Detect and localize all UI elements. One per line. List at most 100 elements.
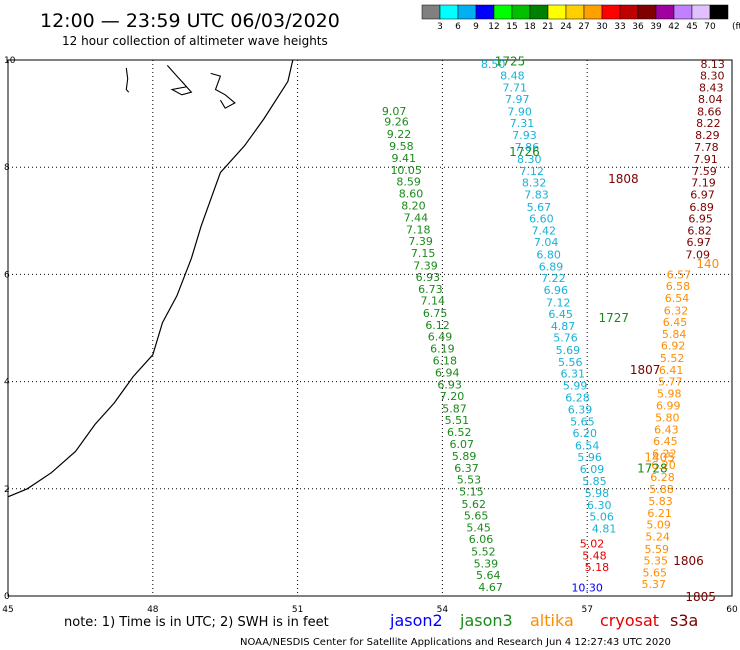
wave-height-value: 5.37 xyxy=(642,578,667,591)
color-swatch xyxy=(655,4,675,20)
wave-height-value: 5.35 xyxy=(643,555,668,568)
wave-height-value: 4.67 xyxy=(478,581,503,594)
y-tick-label: 6 xyxy=(4,270,10,280)
wave-height-value: 7.14 xyxy=(420,295,445,308)
color-scale-label: 33 xyxy=(614,22,625,32)
wave-height-value: 5.87 xyxy=(442,402,467,415)
wave-height-value: 6.80 xyxy=(536,249,561,262)
wave-height-value: 5.98 xyxy=(585,487,610,500)
wave-height-value: 7.04 xyxy=(534,236,559,249)
wave-height-value: 7.71 xyxy=(503,81,528,94)
axis-ticks: 45 48 51 54 57 60 0 2 4 6 8 10 xyxy=(2,56,738,615)
color-scale-label: 15 xyxy=(506,22,517,32)
wave-height-value: 5.65 xyxy=(464,510,489,523)
wave-height-value: 6.94 xyxy=(435,366,460,379)
wave-height-value: 6.20 xyxy=(573,427,598,440)
wave-height-value: 6.18 xyxy=(433,355,458,368)
legend-entry: cryosat xyxy=(600,611,659,630)
wave-height-value: 7.91 xyxy=(693,153,718,166)
wave-height-value: 6.89 xyxy=(539,260,564,273)
wave-height-value: 6.82 xyxy=(687,224,712,237)
wave-height-value: 6.43 xyxy=(654,423,679,436)
wave-height-value: 7.12 xyxy=(519,165,544,178)
wave-height-value: 4.87 xyxy=(551,320,576,333)
wave-height-value: 5.39 xyxy=(474,557,499,570)
wave-height-value: 6.31 xyxy=(560,368,585,381)
color-scale-label: 24 xyxy=(560,22,572,32)
wave-height-value: 9.26 xyxy=(384,116,409,129)
wave-height-value: 6.21 xyxy=(647,507,672,520)
wave-height-value: 6.99 xyxy=(656,400,681,413)
wave-height-value: 6.60 xyxy=(529,213,554,226)
plot-frame xyxy=(7,59,733,597)
wave-height-value: 7.59 xyxy=(692,165,717,178)
color-swatch xyxy=(619,4,639,20)
footnote: note: 1) Time is in UTC; 2) SWH is in fe… xyxy=(64,615,329,630)
color-swatch xyxy=(709,4,729,20)
pass-label: 1807 xyxy=(630,363,661,377)
coastline-line xyxy=(7,59,294,498)
color-scale-label: 9 xyxy=(473,22,479,32)
wave-height-value: 6.19 xyxy=(430,342,455,355)
pass-label: 1806 xyxy=(673,554,704,568)
coastline xyxy=(7,59,294,498)
wave-height-value: 8.48 xyxy=(500,70,525,83)
wave-height-value: 9.22 xyxy=(387,128,412,141)
wave-height-value: 7.31 xyxy=(510,117,535,130)
wave-height-value: 5.62 xyxy=(462,498,487,511)
wave-height-value: 7.19 xyxy=(691,177,716,190)
satellite-legend: jason2 jason3 altika cryosat s3a xyxy=(389,611,698,630)
wave-height-value: 5.88 xyxy=(649,483,674,496)
wave-height-value: 8.32 xyxy=(522,177,547,190)
wave-height-value: 6.97 xyxy=(686,236,711,249)
y-tick-label: 2 xyxy=(4,485,10,495)
wave-height-value: 10.05 xyxy=(390,164,422,177)
wave-height-value: 5.67 xyxy=(527,201,552,214)
wave-height-value: 9.41 xyxy=(392,152,417,165)
wave-height-value: 7.42 xyxy=(532,224,557,237)
color-scale-label: 3 xyxy=(437,22,443,32)
wave-height-value: 6.41 xyxy=(659,364,684,377)
wave-height-value: 7.83 xyxy=(524,189,549,202)
wave-height-value: 6.89 xyxy=(689,201,714,214)
wave-height-value: 7.39 xyxy=(408,235,433,248)
wave-height-value: 5.06 xyxy=(589,511,614,524)
wave-height-value: 5.52 xyxy=(660,352,685,365)
island-outline xyxy=(125,67,130,93)
y-tick-label: 0 xyxy=(4,592,10,602)
pass-label: 1726 xyxy=(509,145,540,159)
x-tick-label: 57 xyxy=(581,605,592,615)
wave-height-value: 8.50 xyxy=(481,58,506,71)
wave-height-value: 7.90 xyxy=(507,105,532,118)
wave-height-value: 6.45 xyxy=(548,308,573,321)
wave-height-value: 6.22 xyxy=(652,447,677,460)
data-points: 10.309.079.269.229.589.4110.058.598.608.… xyxy=(382,58,725,595)
wave-height-value: 6.30 xyxy=(587,499,612,512)
wave-height-value: 5.80 xyxy=(655,412,680,425)
x-tick-label: 48 xyxy=(147,605,159,615)
wave-height-value: 5.18 xyxy=(585,561,610,574)
wave-height-value: 5.84 xyxy=(662,328,687,341)
color-scale-unit: (ft) xyxy=(732,22,740,32)
color-scale-label: 42 xyxy=(668,22,679,32)
legend-entry: jason2 xyxy=(389,611,443,630)
wave-height-value: 8.30 xyxy=(517,153,542,166)
x-tick-label: 60 xyxy=(726,605,738,615)
chart-title: 12:00 — 23:59 UTC 06/03/2020 xyxy=(40,10,340,32)
color-swatch xyxy=(637,4,657,20)
wave-height-value: 6.12 xyxy=(425,319,450,332)
wave-height-value: 7.93 xyxy=(512,129,537,142)
wave-height-value: 5.96 xyxy=(577,451,602,464)
wave-height-value: 6.49 xyxy=(428,331,453,344)
color-swatch xyxy=(691,4,711,20)
wave-height-value: 8.22 xyxy=(696,117,721,130)
wave-height-value: 7.86 xyxy=(515,141,540,154)
pass-label: 140 xyxy=(696,257,719,271)
pass-label: 1728 xyxy=(637,461,668,475)
x-tick-label: 54 xyxy=(437,605,449,615)
wave-height-value: 7.44 xyxy=(404,212,429,225)
pass-label: 1405 xyxy=(644,451,675,465)
color-swatch xyxy=(673,4,693,20)
wave-height-value: 6.45 xyxy=(663,316,688,329)
